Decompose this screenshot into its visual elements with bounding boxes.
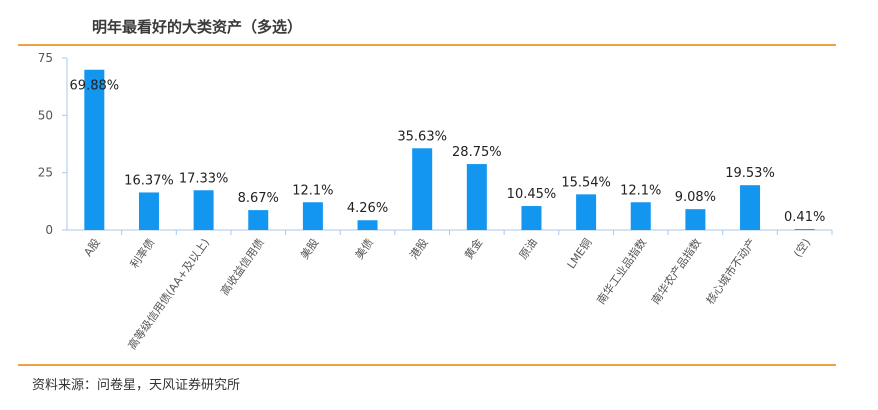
data-label: 10.45% <box>507 187 557 202</box>
category-label: (空) <box>790 236 813 260</box>
data-label: 35.63% <box>397 129 447 144</box>
y-tick-label: 50 <box>38 108 53 122</box>
bar <box>630 202 651 230</box>
category-label: 高收益信用债 <box>217 236 266 298</box>
bar <box>138 192 159 230</box>
category-label: 黄金 <box>461 236 485 262</box>
data-label: 28.75% <box>452 145 502 160</box>
bar <box>740 185 761 230</box>
category-label: 南华工业品指数 <box>594 236 650 307</box>
y-tick-label: 75 <box>38 51 53 65</box>
data-label: 15.54% <box>561 175 611 190</box>
y-tick-label: 25 <box>38 166 53 180</box>
data-label: 17.33% <box>179 171 229 186</box>
bar <box>357 220 378 230</box>
bar <box>84 69 105 230</box>
data-label: 69.88% <box>70 79 120 94</box>
bar <box>248 210 269 230</box>
bar <box>521 206 542 230</box>
bar <box>794 229 815 230</box>
bar <box>412 148 433 230</box>
category-label: LME铜 <box>564 236 595 272</box>
chart-title: 明年最看好的大类资产（多选） <box>92 18 303 36</box>
bar <box>193 190 214 230</box>
data-label: 0.41% <box>784 210 825 225</box>
data-label: 12.1% <box>620 183 661 198</box>
data-label: 19.53% <box>725 166 775 181</box>
bar <box>576 194 597 230</box>
category-label: 利率债 <box>127 236 157 271</box>
data-label: 8.67% <box>238 191 279 206</box>
data-label: 4.26% <box>347 201 388 216</box>
bar <box>685 209 706 230</box>
category-label: 美股 <box>298 236 321 261</box>
category-label: 核心城市不动产 <box>703 236 759 307</box>
category-label: 港股 <box>407 236 430 261</box>
data-label: 16.37% <box>124 173 174 188</box>
data-label: 12.1% <box>292 183 333 198</box>
category-label: A股 <box>82 236 103 259</box>
category-label: 南华农产品指数 <box>648 236 704 307</box>
bar <box>302 202 323 230</box>
data-label: 9.08% <box>675 190 716 205</box>
source-note: 资料来源：问卷星，天风证券研究所 <box>32 378 241 393</box>
category-label: 美债 <box>352 236 376 262</box>
y-tick-label: 0 <box>45 223 53 237</box>
bar <box>466 164 487 230</box>
category-label: 原油 <box>516 236 540 262</box>
bottom-divider <box>18 364 836 366</box>
top-divider <box>18 44 836 46</box>
